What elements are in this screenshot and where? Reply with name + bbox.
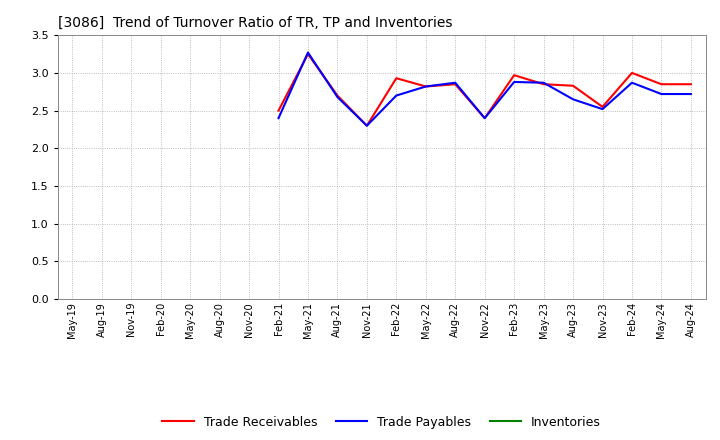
Trade Receivables	[451, 81, 459, 87]
Trade Payables	[569, 97, 577, 102]
Line: Trade Receivables: Trade Receivables	[279, 54, 691, 126]
Trade Receivables	[687, 81, 696, 87]
Trade Payables	[628, 80, 636, 85]
Trade Receivables	[304, 51, 312, 57]
Trade Receivables	[598, 104, 607, 110]
Trade Receivables	[628, 70, 636, 76]
Trade Payables	[510, 79, 518, 84]
Trade Payables	[274, 116, 283, 121]
Trade Payables	[451, 80, 459, 85]
Legend: Trade Receivables, Trade Payables, Inventories: Trade Receivables, Trade Payables, Inven…	[162, 416, 601, 429]
Trade Payables	[392, 93, 400, 98]
Trade Receivables	[274, 108, 283, 113]
Trade Payables	[539, 80, 548, 85]
Trade Payables	[657, 92, 666, 97]
Trade Payables	[598, 106, 607, 112]
Trade Receivables	[539, 81, 548, 87]
Trade Receivables	[569, 83, 577, 88]
Text: [3086]  Trend of Turnover Ratio of TR, TP and Inventories: [3086] Trend of Turnover Ratio of TR, TP…	[58, 16, 452, 30]
Trade Payables	[480, 116, 489, 121]
Trade Payables	[687, 92, 696, 97]
Trade Receivables	[510, 73, 518, 78]
Trade Receivables	[657, 81, 666, 87]
Trade Payables	[421, 84, 430, 89]
Trade Payables	[363, 123, 372, 128]
Trade Receivables	[363, 123, 372, 128]
Trade Receivables	[421, 84, 430, 89]
Trade Receivables	[480, 116, 489, 121]
Trade Receivables	[392, 76, 400, 81]
Trade Receivables	[333, 93, 342, 98]
Trade Payables	[304, 50, 312, 55]
Trade Payables	[333, 95, 342, 100]
Line: Trade Payables: Trade Payables	[279, 52, 691, 126]
